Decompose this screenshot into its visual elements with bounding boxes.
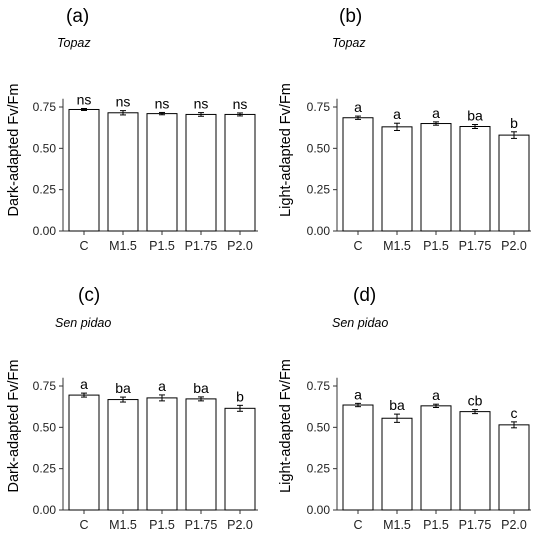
x-tick-label: P1.75 (185, 239, 218, 253)
x-tick-label: P2.0 (227, 518, 253, 532)
chart-subtitle: Topaz (332, 36, 366, 50)
significance-label: a (80, 376, 88, 392)
significance-label: ns (77, 91, 92, 107)
chart-panel-1: (a) Topaz Dark-adapted Fv/Fm 0.00 0.25 0.50 0.… (6, 6, 258, 253)
chart-subtitle: Topaz (57, 36, 91, 50)
x-tick-label: P1.75 (185, 518, 218, 532)
y-tick-label: 0.75 (33, 100, 57, 114)
y-tick-label: 0.50 (33, 141, 57, 155)
significance-label: ba (467, 108, 483, 124)
bar-C (68, 394, 100, 511)
bar-C (342, 117, 374, 232)
x-tick-label: P1.5 (423, 518, 449, 532)
panel-label: (b) (339, 6, 362, 27)
y-tick-label: 0.75 (33, 379, 57, 393)
significance-label: a (158, 378, 166, 394)
bar-M1.5 (381, 417, 413, 511)
y-axis-label: Dark-adapted Fv/Fm (6, 84, 22, 217)
bar-M1.5 (107, 399, 139, 511)
bar-P1.5 (420, 123, 452, 232)
bar-P1.75 (185, 113, 217, 232)
significance-label: ns (116, 94, 131, 110)
y-axis-label: Light-adapted Fv/Fm (278, 359, 294, 493)
bar-C (342, 404, 374, 511)
significance-label: a (432, 387, 440, 403)
panel-label: (c) (78, 285, 100, 306)
significance-label: ba (115, 380, 131, 396)
bar-P1.5 (146, 113, 178, 232)
bar-P1.75 (459, 126, 491, 232)
x-tick-label: M1.5 (109, 239, 137, 253)
y-tick-label: 0.00 (307, 224, 331, 238)
chart-subtitle: Sen pidao (55, 316, 111, 330)
significance-label: cb (468, 393, 483, 409)
significance-label: ns (233, 96, 248, 112)
y-tick-label: 0.00 (307, 503, 331, 517)
x-tick-label: M1.5 (109, 518, 137, 532)
bar-P1.75 (459, 411, 491, 511)
x-tick-label: P1.5 (149, 239, 175, 253)
y-tick-label: 0.00 (33, 224, 57, 238)
y-tick-label: 0.50 (307, 420, 331, 434)
x-tick-label: M1.5 (383, 239, 411, 253)
bar-P2.0 (224, 113, 256, 232)
significance-label: ns (194, 96, 209, 112)
significance-label: b (510, 115, 518, 131)
significance-label: a (354, 386, 362, 402)
y-tick-label: 0.25 (307, 183, 331, 197)
y-tick-label: 0.50 (33, 420, 57, 434)
significance-label: ns (155, 95, 170, 111)
y-tick-label: 0.00 (33, 503, 57, 517)
bar-M1.5 (381, 126, 413, 232)
chart-panel-2: (b) Topaz Light-adapted Fv/Fm 0.00 0.25 0.50 0… (278, 6, 531, 253)
x-tick-label: P1.5 (149, 518, 175, 532)
significance-label: a (393, 106, 401, 122)
bar-P2.0 (224, 407, 256, 511)
x-tick-label: P2.0 (501, 518, 527, 532)
significance-label: ba (389, 397, 405, 413)
x-tick-label: M1.5 (383, 518, 411, 532)
x-tick-label: C (79, 518, 88, 532)
x-tick-label: C (353, 518, 362, 532)
y-tick-label: 0.25 (33, 183, 57, 197)
significance-label: a (432, 105, 440, 121)
significance-label: b (236, 388, 244, 404)
y-axis-label: Light-adapted Fv/Fm (278, 83, 294, 217)
bar-P1.5 (420, 405, 452, 511)
y-tick-label: 0.75 (307, 379, 331, 393)
x-tick-label: P1.75 (459, 239, 492, 253)
y-tick-label: 0.25 (307, 462, 331, 476)
x-tick-label: P1.75 (459, 518, 492, 532)
bar-P2.0 (498, 134, 530, 232)
significance-label: c (511, 405, 518, 421)
significance-label: ba (193, 380, 209, 396)
y-tick-label: 0.25 (33, 462, 57, 476)
chart-subtitle: Sen pidao (332, 316, 388, 330)
significance-label: a (354, 99, 362, 115)
bar-P2.0 (498, 424, 530, 511)
x-tick-label: P2.0 (501, 239, 527, 253)
bar-P1.75 (185, 398, 217, 511)
x-tick-label: P1.5 (423, 239, 449, 253)
bar-P1.5 (146, 397, 178, 511)
y-tick-label: 0.50 (307, 141, 331, 155)
bar-C (68, 108, 100, 232)
x-tick-label: P2.0 (227, 239, 253, 253)
chart-panel-3: (c) Sen pidao Dark-adapted Fv/Fm 0.00 0.25 0.… (6, 285, 258, 532)
chart-panel-4: (d) Sen pidao Light-adapted Fv/Fm 0.00 0.25 0… (278, 285, 531, 532)
panel-label: (a) (66, 6, 89, 27)
y-tick-label: 0.75 (307, 100, 331, 114)
panel-label: (d) (353, 285, 376, 306)
bar-M1.5 (107, 112, 139, 232)
y-axis-label: Dark-adapted Fv/Fm (6, 360, 22, 493)
x-tick-label: C (79, 239, 88, 253)
x-tick-label: C (353, 239, 362, 253)
